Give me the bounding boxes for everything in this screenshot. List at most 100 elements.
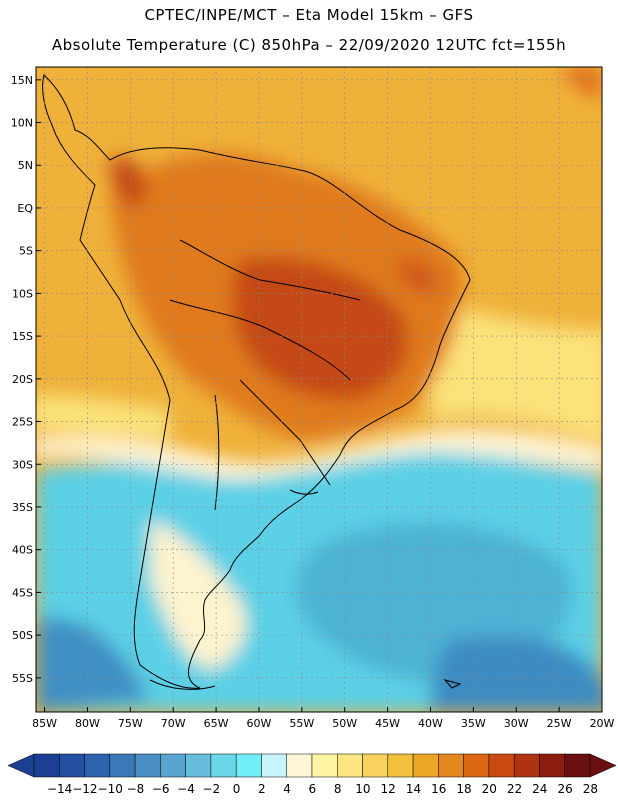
inner-border-1 <box>179 239 361 301</box>
colorbar-swatch <box>362 753 389 778</box>
inner-border-2 <box>169 299 351 381</box>
colorbar-swatch <box>488 753 515 778</box>
colorbar-label: 24 <box>532 782 547 796</box>
lon-tick-label: 20W <box>590 717 615 730</box>
colorbar-swatch <box>210 753 237 778</box>
colorbar-swatch <box>513 753 540 778</box>
inner-border-4 <box>214 394 220 511</box>
lon-tick-label: 55W <box>289 717 314 730</box>
lon-tick-label: 25W <box>547 717 572 730</box>
lat-tick-label: 40S <box>12 544 33 557</box>
lat-lon-grid <box>36 67 602 712</box>
map-title-line2: Absolute Temperature (C) 850hPa – 22/09/… <box>51 36 567 54</box>
colorbar-label: 26 <box>557 782 572 796</box>
lat-tick-label: 20S <box>12 373 33 386</box>
lat-tick-label: 35S <box>12 501 33 514</box>
map-title-line1: CPTEC/INPE/MCT – Eta Model 15km – GFS <box>144 6 474 24</box>
colorbar-max-arrow <box>589 753 617 778</box>
colorbar-label: 10 <box>355 782 370 796</box>
pacific-warm-yellow <box>36 395 170 440</box>
colorbar-swatch <box>261 753 287 778</box>
colorbar-label: −2 <box>202 782 220 796</box>
temperature-field <box>36 67 602 712</box>
caribbean-warm-corner <box>560 67 602 100</box>
rio-de-la-plata <box>289 489 319 495</box>
lon-tick-label: 80W <box>75 717 100 730</box>
colorbar-label: 20 <box>482 782 497 796</box>
lat-tick-label: 30S <box>12 458 33 471</box>
colorbar-label: −4 <box>177 782 195 796</box>
colorbar-label: −10 <box>98 782 123 796</box>
lon-tick-label: 40W <box>418 717 443 730</box>
colorbar-swatch <box>539 753 565 778</box>
lat-tick-label: 55S <box>12 672 33 685</box>
lat-tick-label: 25S <box>12 416 33 429</box>
lat-tick-label: 10N <box>11 117 33 130</box>
colorbar-label: 28 <box>583 782 598 796</box>
tierra-del-fuego <box>149 679 216 690</box>
colorbar-swatch <box>33 753 60 778</box>
pacific-cold-pool <box>36 618 150 712</box>
longitude-axis: 85W 80W 75W 70W 65W 60W 55W 50W 45W 40W 35W 30W 25W 2… <box>32 707 615 730</box>
colorbar-swatch <box>412 753 439 778</box>
colorbar-swatch <box>59 753 85 778</box>
colorbar-label: −6 <box>152 782 170 796</box>
lon-tick-label: 85W <box>32 717 57 730</box>
continent-outline <box>42 74 471 689</box>
colorbar-label: 16 <box>431 782 446 796</box>
colorbar-label: 0 <box>233 782 241 796</box>
lat-tick-label: 45S <box>12 586 33 599</box>
lon-tick-label: 70W <box>161 717 186 730</box>
colorbar-swatch <box>337 753 363 778</box>
colorbar-label: 4 <box>283 782 291 796</box>
colorbar-swatch <box>109 753 136 778</box>
central-brazil-hot-core <box>232 257 408 400</box>
colorbar-label: 8 <box>334 782 342 796</box>
lat-tick-label: 5N <box>18 159 33 172</box>
lon-tick-label: 45W <box>375 717 400 730</box>
colorbar-swatch <box>286 753 313 778</box>
colorbar-swatch <box>134 753 161 778</box>
lat-tick-label: 50S <box>12 629 33 642</box>
colorbar-label: −14 <box>47 782 72 796</box>
falklands-outline <box>443 679 462 689</box>
colorbar-swatch <box>387 753 414 778</box>
colorbar-label: −12 <box>72 782 97 796</box>
northeast-warm-spot <box>396 259 440 294</box>
lat-tick-label: EQ <box>17 202 33 215</box>
colorbar-label: 12 <box>381 782 396 796</box>
colorbar-swatch <box>311 753 338 778</box>
colorbar: −14 −12 −10 −8 −6 −4 −2 0 2 4 6 8 10 12 14 16 18 20 22 24 26… <box>7 753 617 796</box>
colorbar-label: −8 <box>127 782 145 796</box>
colorbar-swatch <box>84 753 111 778</box>
colorbar-swatch <box>185 753 212 778</box>
venezuela-hot-spot <box>110 157 146 206</box>
colorbar-swatch <box>160 753 186 778</box>
lat-tick-label: 5S <box>19 245 33 258</box>
colorbar-label: 22 <box>507 782 522 796</box>
lat-tick-label: 10S <box>12 287 33 300</box>
lon-tick-label: 60W <box>247 717 272 730</box>
coastlines <box>42 74 471 690</box>
colorbar-swatch <box>564 753 591 778</box>
lon-tick-label: 30W <box>504 717 529 730</box>
colorbar-label: 14 <box>406 782 421 796</box>
lon-tick-label: 75W <box>118 717 143 730</box>
atlantic-yellow <box>430 300 602 443</box>
transition-band <box>36 429 602 480</box>
patagonia-mild-zone <box>150 520 246 670</box>
lon-tick-label: 50W <box>332 717 357 730</box>
latitude-axis: 15N 10N 5N EQ 5S 10S 15S 20S 25S 30S 35S 40S 45S 50S 5… <box>11 74 41 685</box>
lat-tick-label: 15S <box>12 330 33 343</box>
lat-tick-label: 15N <box>11 74 33 87</box>
colorbar-label: 2 <box>258 782 266 796</box>
colorbar-label: 18 <box>456 782 471 796</box>
colorbar-swatch <box>438 753 464 778</box>
colorbar-label: 6 <box>309 782 317 796</box>
colorbar-swatch <box>235 753 262 778</box>
plot-frame <box>35 66 603 713</box>
lon-tick-label: 65W <box>204 717 229 730</box>
inner-border-3 <box>239 379 331 486</box>
colorbar-min-arrow <box>7 753 35 778</box>
